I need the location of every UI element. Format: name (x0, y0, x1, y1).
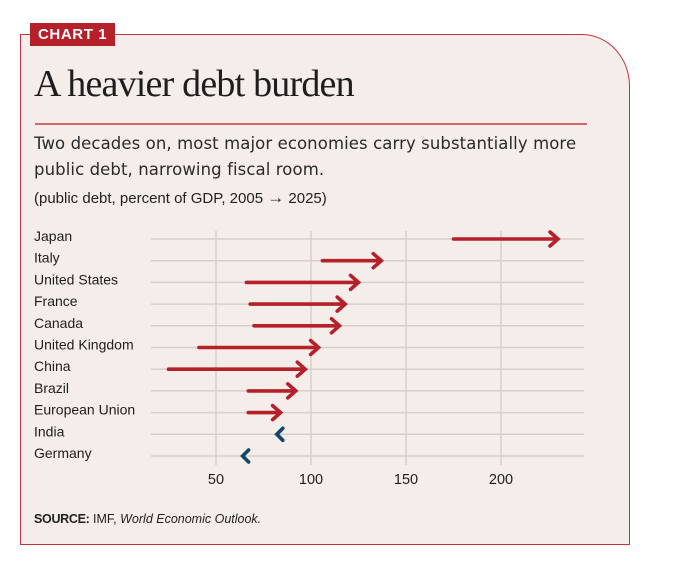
category-label: China (34, 358, 71, 374)
chevron-left-icon (274, 426, 285, 443)
category-label: India (34, 423, 65, 439)
arrow-head (295, 360, 309, 379)
units-note: (public debt, percent of GDP, 2005 → 202… (34, 188, 327, 208)
x-tick-labels: 50 100 150 200 (208, 472, 513, 488)
arrow-head (335, 295, 348, 313)
increase-arrow (248, 295, 348, 313)
x-tick-label: 100 (299, 472, 323, 488)
category-label: Japan (34, 228, 72, 244)
chart-frame (20, 34, 630, 545)
arrow-head (270, 403, 284, 422)
units-prefix: (public debt, percent of GDP, 2005 (34, 190, 264, 207)
arrow-head (308, 338, 322, 357)
arrow-head (548, 230, 561, 248)
source-org: IMF, (93, 512, 117, 526)
category-label: Canada (34, 315, 83, 331)
increase-arrow (197, 338, 322, 357)
units-suffix: 2025) (288, 190, 327, 207)
increase-arrow (451, 230, 561, 248)
increase-arrow (246, 382, 299, 400)
chart-number-tag: CHART 1 (30, 23, 116, 46)
category-label: Italy (34, 250, 60, 266)
source-publication: World Economic Outlook. (120, 512, 262, 526)
decrease-marker (274, 426, 285, 443)
category-label: France (34, 293, 78, 309)
category-label: Brazil (34, 380, 69, 396)
increase-arrow (246, 403, 284, 422)
chart-title: A heavier debt burden (34, 63, 355, 105)
x-tick-label: 50 (208, 472, 224, 488)
arrow-head (348, 273, 362, 292)
category-label: United States (34, 271, 118, 287)
category-label: European Union (34, 402, 135, 418)
increase-arrow (320, 251, 385, 270)
x-tick-label: 150 (394, 472, 418, 488)
increase-arrow (166, 360, 309, 379)
category-labels: Japan Italy United States France Canada Unite… (34, 228, 135, 461)
category-label: Germany (34, 445, 92, 461)
arrow-head (329, 316, 343, 335)
category-label: United Kingdom (34, 337, 134, 353)
increase-arrow (252, 316, 343, 335)
title-divider (35, 123, 587, 125)
chart-subtitle: Two decades on, most major economies car… (34, 134, 577, 179)
chevron-left-icon (240, 448, 251, 464)
source-note: SOURCE: IMF, World Economic Outlook. (34, 512, 261, 526)
source-label: SOURCE: (34, 512, 90, 526)
arrow-head (371, 251, 385, 270)
arrow-marks (166, 230, 561, 464)
right-arrow-icon: → (267, 188, 285, 207)
decrease-marker (240, 448, 251, 464)
x-tick-label: 200 (489, 472, 513, 488)
increase-arrow (244, 273, 362, 292)
arrow-head (285, 382, 299, 400)
